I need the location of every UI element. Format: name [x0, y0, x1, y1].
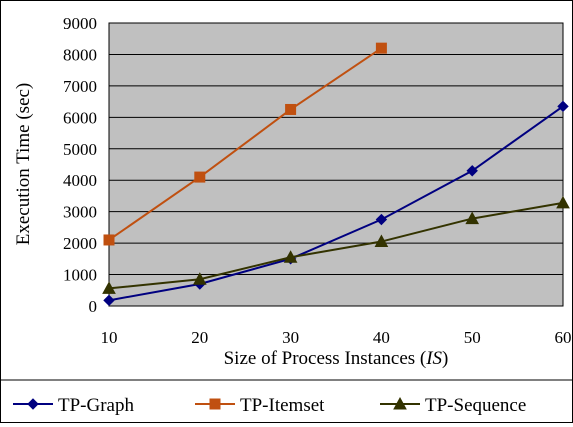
y-tick-label: 8000	[63, 45, 97, 64]
x-tick-label: 40	[373, 328, 390, 347]
data-point	[375, 213, 388, 226]
legend-label: TP-Sequence	[425, 395, 526, 416]
series-line	[108, 201, 564, 290]
y-tick-label: 5000	[63, 140, 97, 159]
data-point	[556, 195, 570, 209]
legend-marker	[393, 396, 407, 410]
series-layer	[102, 42, 570, 307]
data-point	[103, 294, 115, 307]
series-line	[108, 105, 564, 302]
x-axis-title-main: Size of Process Instances (	[224, 348, 427, 369]
x-axis-title-italic: IS	[425, 348, 442, 369]
data-point	[194, 171, 206, 183]
series-tp-itemset	[103, 42, 387, 246]
y-tick-labels: 0 1000 2000 3000 4000 5000 6000 7000 8000 9000	[63, 14, 97, 316]
y-tick-label: 9000	[63, 14, 97, 33]
legend: TP-Graph TP-Itemset TP-Sequence	[13, 395, 526, 416]
data-point	[192, 272, 207, 285]
x-tick-label: 30	[282, 328, 299, 347]
y-axis-title: Execution Time (sec)	[13, 83, 34, 246]
legend-item: TP-Itemset	[195, 395, 325, 416]
x-tick-labels: 10 20 30 40 50 60	[101, 328, 572, 347]
x-axis-title-end: )	[442, 348, 448, 369]
legend-label: TP-Graph	[58, 395, 134, 416]
x-tick-label: 20	[191, 328, 208, 347]
series-tp-sequence	[102, 195, 570, 294]
y-tick-label: 2000	[63, 234, 97, 253]
data-point	[465, 211, 480, 225]
grid-lines	[109, 53, 563, 276]
y-tick-label: 1000	[63, 266, 97, 285]
legend-marker	[27, 398, 39, 410]
x-tick-label: 10	[101, 328, 118, 347]
y-tick-label: 6000	[63, 108, 97, 127]
legend-label: TP-Itemset	[240, 395, 325, 416]
x-axis-title: Size of Process Instances (IS)	[224, 348, 449, 369]
x-tick-label: 50	[464, 328, 481, 347]
data-point	[375, 42, 387, 54]
legend-item: TP-Graph	[13, 395, 134, 416]
data-point	[285, 103, 297, 115]
data-point	[374, 234, 389, 248]
legend-marker	[209, 398, 221, 410]
series-line	[108, 47, 382, 241]
y-tick-label: 7000	[63, 77, 97, 96]
legend-item: TP-Sequence	[380, 395, 526, 416]
plot-area	[108, 22, 564, 307]
x-tick-label: 60	[555, 328, 572, 347]
data-point	[283, 250, 298, 263]
data-point	[102, 281, 116, 294]
data-point	[557, 100, 569, 113]
y-tick-label: 0	[89, 297, 98, 316]
data-point	[466, 165, 478, 177]
y-tick-label: 3000	[63, 203, 97, 222]
data-point	[103, 234, 115, 246]
y-tick-label: 4000	[63, 171, 97, 190]
